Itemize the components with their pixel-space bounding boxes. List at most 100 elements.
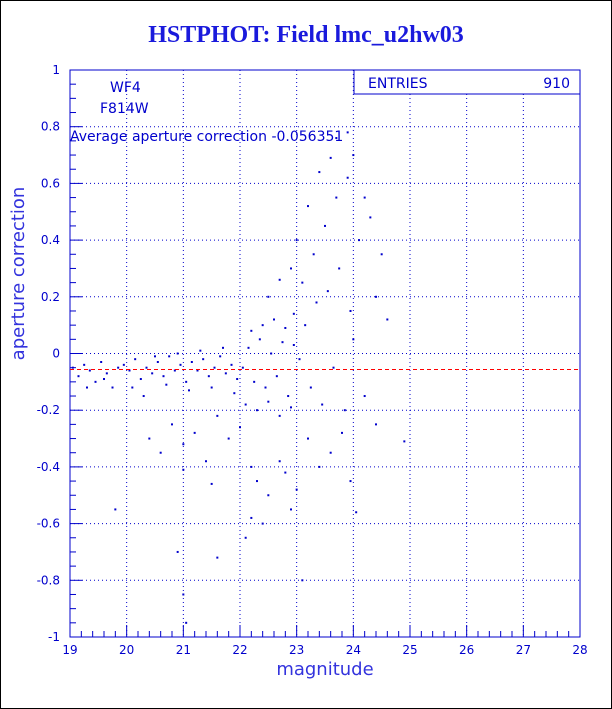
data-point	[216, 556, 219, 559]
data-point	[244, 536, 247, 539]
data-point	[145, 366, 148, 369]
data-point	[185, 621, 188, 624]
data-point	[210, 482, 213, 485]
data-point	[148, 437, 151, 440]
data-point	[295, 239, 298, 242]
data-point	[77, 375, 80, 378]
data-point	[188, 389, 190, 392]
x-tick-label: 20	[119, 643, 134, 657]
data-point	[290, 267, 292, 270]
data-point	[349, 309, 352, 312]
data-point	[182, 443, 185, 446]
data-point	[114, 508, 117, 511]
data-point	[307, 437, 309, 440]
data-point	[151, 372, 154, 375]
data-point	[222, 346, 224, 349]
data-point	[258, 338, 261, 341]
x-tick-label: 27	[516, 643, 531, 657]
data-point	[326, 290, 329, 293]
stats-entries-label: ENTRIES	[368, 76, 428, 92]
data-point	[267, 295, 270, 298]
data-point	[171, 423, 173, 426]
data-point	[224, 372, 227, 375]
data-point	[205, 460, 207, 463]
grid-lines	[70, 70, 580, 637]
data-point	[275, 375, 278, 378]
data-point	[182, 593, 185, 596]
y-tick-label: 0.8	[41, 120, 60, 134]
data-point	[321, 403, 324, 406]
data-point	[369, 216, 372, 219]
data-point	[131, 386, 134, 389]
data-point	[239, 426, 241, 429]
data-point	[295, 488, 298, 491]
data-point	[318, 171, 321, 174]
data-point	[352, 338, 355, 341]
data-point	[318, 465, 321, 468]
y-tick-label: -1	[48, 630, 60, 644]
data-point	[329, 451, 332, 454]
y-tick-label: -0.8	[37, 573, 60, 587]
data-point	[173, 369, 176, 372]
data-point	[256, 409, 258, 412]
data-point	[250, 329, 253, 332]
y-tick-label: -0.4	[37, 460, 60, 474]
stats-box	[353, 69, 581, 95]
data-point	[159, 451, 162, 454]
data-point	[375, 423, 377, 426]
data-point	[168, 355, 171, 358]
data-point	[335, 196, 338, 199]
data-point	[244, 403, 247, 406]
x-tick-label: 26	[459, 643, 474, 657]
data-point	[261, 324, 264, 327]
y-axis-ticks: -1 -0.8 -0.6 -0.4 -0.2 0 0.2 0.4 0.6 0.8 1	[37, 63, 82, 644]
x-tick-label: 21	[176, 643, 191, 657]
data-point	[88, 369, 91, 372]
data-point	[298, 358, 301, 361]
data-point	[236, 378, 239, 381]
data-point	[210, 386, 213, 389]
data-point	[281, 341, 284, 344]
data-point	[338, 267, 341, 270]
data-point	[207, 375, 210, 378]
data-point	[179, 363, 182, 366]
data-point	[290, 406, 292, 409]
data-point	[182, 468, 185, 471]
data-point	[230, 363, 233, 366]
data-point	[278, 414, 281, 417]
data-point	[301, 281, 304, 284]
data-point	[358, 239, 360, 242]
data-point	[193, 431, 196, 434]
data-point	[355, 511, 358, 514]
x-tick-label: 19	[62, 643, 77, 657]
y-tick-label: 0	[52, 347, 60, 361]
data-point	[287, 395, 290, 398]
data-point	[165, 383, 168, 386]
data-point	[380, 253, 383, 256]
data-point	[329, 156, 332, 159]
x-tick-label: 23	[289, 643, 304, 657]
data-point	[216, 414, 219, 417]
data-point	[253, 380, 256, 383]
data-point	[292, 312, 295, 315]
data-point	[154, 355, 156, 358]
data-point	[156, 361, 159, 364]
data-point	[176, 352, 179, 355]
x-tick-label: 22	[232, 643, 247, 657]
data-point	[139, 378, 142, 381]
data-point	[324, 224, 326, 227]
y-tick-label: -0.6	[37, 517, 60, 531]
x-axis-ticks: 19 20 21 22 23 24 25 26 27 28	[62, 625, 588, 657]
annotation-filter: F814W	[100, 101, 149, 117]
average-correction-label: Average aperture correction -0.056351	[70, 129, 343, 145]
data-point	[309, 386, 312, 389]
data-point	[261, 522, 264, 525]
data-point	[278, 460, 281, 463]
data-points	[71, 131, 406, 624]
data-point	[103, 378, 105, 381]
data-point	[202, 358, 205, 361]
y-tick-label: -0.2	[37, 403, 60, 417]
data-point	[83, 363, 86, 366]
data-point	[270, 352, 273, 355]
